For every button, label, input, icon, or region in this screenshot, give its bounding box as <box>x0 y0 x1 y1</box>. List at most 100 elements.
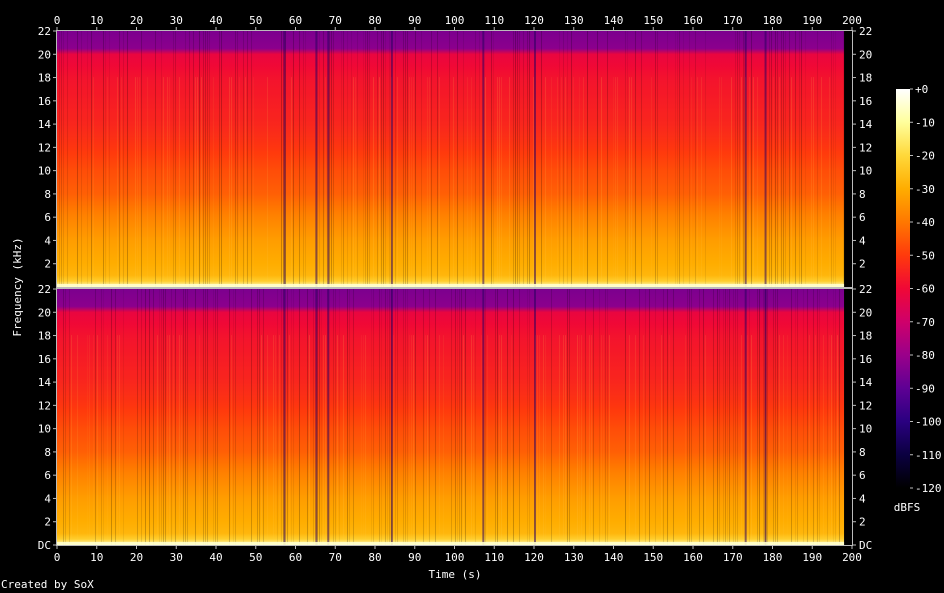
quiet-moment-line <box>534 289 536 545</box>
y-left-tick-label: 4 <box>44 234 51 247</box>
y-right-tick-label: 22 <box>859 25 872 38</box>
y-right-tick-label: 14 <box>859 118 873 131</box>
y-left-tick-label: 16 <box>38 353 51 366</box>
x-bottom-tick-label: 30 <box>170 551 183 564</box>
x-bottom-tick-label: 40 <box>209 551 222 564</box>
y-left-tick-label: 12 <box>38 399 51 412</box>
x-bottom-tick-label: 130 <box>564 551 584 564</box>
plot-frames <box>56 30 853 546</box>
y-left-tick-label: 4 <box>44 492 51 505</box>
y-left-tick-label: 6 <box>44 469 51 482</box>
quiet-moment-line <box>764 31 767 287</box>
colorbar-tick-label: -100 <box>915 416 942 429</box>
colorbar-tick-label: -60 <box>915 283 935 296</box>
x-bottom-tick-label: 80 <box>368 551 381 564</box>
x-bottom-tick-label: 50 <box>249 551 262 564</box>
y-right-tick-label: 6 <box>859 469 866 482</box>
x-top-tick-label: 10 <box>90 14 103 27</box>
quiet-moment-line <box>390 31 393 287</box>
colorbar-label: dBFS <box>894 501 921 514</box>
y-left-tick-label: 10 <box>38 423 51 436</box>
y-left-tick-label: 16 <box>38 95 51 108</box>
quiet-moment-line <box>327 31 330 287</box>
x-top-tick-label: 170 <box>723 14 743 27</box>
x-bottom-tick-label: 150 <box>643 551 663 564</box>
x-top-tick-label: 0 <box>54 14 61 27</box>
lower-frame <box>56 288 853 546</box>
y-left-tick-label: 20 <box>38 48 51 61</box>
y-right-tick-label: 18 <box>859 72 872 85</box>
quiet-moment-line <box>744 31 747 287</box>
x-axis-top-ticks: 0 10 20 30 40 50 60 70 80 90 100 110 120 130 140 150 160… <box>54 14 862 30</box>
y-right-tick-label: 10 <box>859 165 872 178</box>
y-axis-lower-right-ticks: DC 2 4 6 8 10 12 14 16 18 20 22 <box>853 283 873 552</box>
y-left-tick-label: DC <box>38 539 51 552</box>
y-left-tick-label: 10 <box>38 165 51 178</box>
y-right-tick-label: 2 <box>859 516 866 529</box>
y-axis-label: Frequency (kHz) <box>11 237 24 336</box>
spectrogram-band <box>57 31 845 287</box>
colorbar-tick-label: -80 <box>915 349 935 362</box>
x-top-tick-label: 110 <box>484 14 504 27</box>
x-bottom-tick-label: 20 <box>130 551 143 564</box>
x-top-tick-label: 80 <box>368 14 381 27</box>
y-axis-upper-left-ticks: 2 4 6 8 10 12 14 16 18 20 22 <box>38 25 56 271</box>
x-top-tick-label: 30 <box>170 14 183 27</box>
y-right-tick-label: 16 <box>859 353 872 366</box>
colorbar-tick-label: +0 <box>915 83 928 96</box>
y-left-tick-label: 8 <box>44 446 51 459</box>
y-right-tick-label: 2 <box>859 258 866 271</box>
x-bottom-tick-label: 160 <box>683 551 703 564</box>
colorbar-tick-label: -40 <box>915 216 935 229</box>
x-bottom-tick-label: 170 <box>723 551 743 564</box>
x-bottom-tick-label: 200 <box>842 551 862 564</box>
x-top-tick-label: 160 <box>683 14 703 27</box>
quiet-moment-line <box>283 289 286 545</box>
x-bottom-tick-label: 110 <box>484 551 504 564</box>
colorbar-tick-label: -20 <box>915 150 935 163</box>
colorbar-tick-label: -120 <box>915 482 942 495</box>
x-bottom-tick-label: 190 <box>802 551 822 564</box>
x-bottom-tick-label: 10 <box>90 551 103 564</box>
spectrogram-upper-channel <box>57 31 852 287</box>
x-top-tick-label: 130 <box>564 14 584 27</box>
x-bottom-tick-label: 0 <box>54 551 61 564</box>
y-right-tick-label: 12 <box>859 399 872 412</box>
y-right-tick-label: 6 <box>859 211 866 224</box>
y-left-tick-label: 12 <box>38 141 51 154</box>
colorbar <box>896 89 910 488</box>
y-left-tick-label: 8 <box>44 188 51 201</box>
quiet-moment-line <box>327 289 330 545</box>
credit-text: Created by SoX <box>1 578 94 591</box>
quiet-moment-line <box>283 31 286 287</box>
x-bottom-tick-label: 70 <box>329 551 342 564</box>
spectrogram-lower-channel <box>57 289 852 545</box>
y-right-tick-label: 22 <box>859 283 872 296</box>
y-axis-lower-left-ticks: DC 2 4 6 8 10 12 14 16 18 20 22 <box>38 283 56 552</box>
x-top-tick-label: 120 <box>524 14 544 27</box>
y-right-tick-label: 8 <box>859 446 866 459</box>
colorbar-tick-label: -110 <box>915 449 942 462</box>
quiet-moment-line <box>315 289 318 545</box>
colorbar-tick-label: -30 <box>915 183 935 196</box>
x-bottom-tick-label: 100 <box>445 551 465 564</box>
x-axis-bottom-ticks: 0 10 20 30 40 50 60 70 80 90 100 110 120 130 140 150 160… <box>54 546 862 564</box>
quiet-moment-line <box>482 289 485 545</box>
colorbar-tick-label: -10 <box>915 116 935 129</box>
y-right-tick-label: 4 <box>859 492 866 505</box>
x-top-tick-label: 100 <box>445 14 465 27</box>
y-left-tick-label: 2 <box>44 516 51 529</box>
x-bottom-tick-label: 60 <box>289 551 302 564</box>
y-left-tick-label: 22 <box>38 25 51 38</box>
x-bottom-tick-label: 120 <box>524 551 544 564</box>
spectrogram-band <box>57 289 845 545</box>
y-left-tick-label: 14 <box>38 376 52 389</box>
x-top-tick-label: 200 <box>842 14 862 27</box>
quiet-moment-line <box>764 289 767 545</box>
y-right-tick-label: 16 <box>859 95 872 108</box>
x-top-tick-label: 20 <box>130 14 143 27</box>
x-top-tick-label: 140 <box>604 14 624 27</box>
x-top-tick-label: 180 <box>763 14 783 27</box>
quiet-moment-line <box>534 31 536 287</box>
